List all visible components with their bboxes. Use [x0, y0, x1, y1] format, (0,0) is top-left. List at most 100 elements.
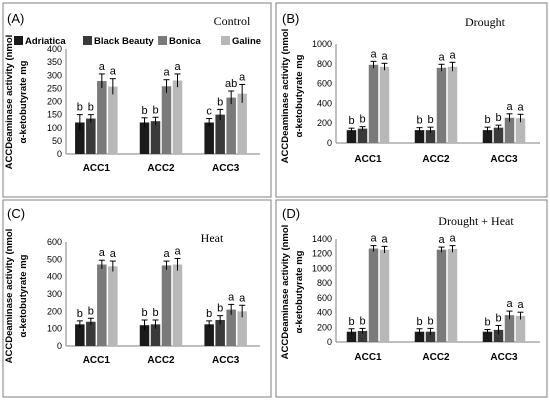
significance-letter: a [370, 233, 377, 245]
significance-letter: b [495, 312, 501, 324]
significance-letter: a [99, 247, 106, 259]
significance-letter: ab [225, 78, 237, 90]
significance-letter: b [495, 112, 501, 124]
x-category-label: ACC1 [354, 352, 382, 363]
bar-black-beauty-acc3 [493, 127, 504, 143]
bar-bonica-acc3 [504, 315, 515, 342]
x-category-label: ACC1 [83, 355, 111, 366]
bar-black-beauty-acc1 [357, 330, 368, 342]
bar-galine-acc3 [237, 93, 247, 154]
panel-title: Heat [201, 231, 224, 245]
bar-bonica-acc1 [97, 81, 107, 154]
y-axis-label-line2: α-ketobutyrate mg [294, 54, 305, 137]
y-tick-label: 100 [47, 324, 62, 334]
bar-adriatica-acc1 [346, 331, 357, 342]
bar-galine-acc3 [515, 118, 526, 143]
y-tick-label: 0 [57, 341, 62, 351]
bar-adriatica-acc3 [482, 331, 493, 342]
panel-title: Drought [465, 15, 506, 29]
significance-letter: c [206, 106, 212, 118]
y-axis-label-line1: ACCDeaminase activity (nmol [280, 29, 291, 164]
legend-entry: Black Beauty [94, 36, 154, 47]
x-category-label: ACC2 [422, 352, 450, 363]
legend-swatch [158, 36, 167, 45]
y-tick-label: 300 [47, 70, 62, 80]
y-axis-label-line1: ACCDeaminase activity (nmol [280, 225, 291, 360]
bar-adriatica-acc1 [75, 324, 85, 346]
panel-frame [2, 199, 272, 398]
bar-black-beauty-acc3 [215, 320, 225, 346]
significance-letter: b [141, 307, 147, 319]
significance-letter: b [206, 308, 212, 320]
significance-letter: a [438, 234, 445, 246]
significance-letter: a [449, 49, 456, 61]
x-category-label: ACC2 [422, 154, 450, 165]
y-tick-label: 400 [47, 272, 62, 282]
significance-letter: a [110, 248, 117, 260]
significance-letter: b [88, 102, 94, 114]
panel-label: (C) [7, 206, 25, 221]
y-tick-label: 100 [47, 123, 62, 133]
panel-frame [275, 199, 548, 398]
panel-label: (D) [282, 206, 300, 221]
significance-letter: b [77, 308, 83, 320]
x-category-label: ACC2 [147, 163, 175, 174]
legend-swatch [83, 36, 92, 45]
significance-letter: a [381, 233, 388, 245]
x-category-label: ACC2 [147, 355, 175, 366]
bar-black-beauty-acc2 [425, 130, 436, 143]
y-tick-label: 200 [317, 118, 332, 128]
significance-letter: a [163, 248, 170, 260]
bar-adriatica-acc2 [139, 325, 150, 346]
significance-letter: a [438, 51, 445, 63]
y-tick-label: 350 [47, 57, 62, 67]
bar-black-beauty-acc3 [493, 329, 504, 342]
bar-bonica-acc2 [436, 67, 447, 143]
panel-label: (B) [282, 11, 299, 26]
y-tick-label: 600 [317, 293, 332, 303]
y-tick-label: 600 [317, 79, 332, 89]
bar-black-beauty-acc1 [86, 118, 96, 154]
significance-letter: b [484, 114, 490, 126]
y-tick-label: 1000 [312, 263, 332, 273]
bar-adriatica-acc3 [204, 324, 214, 346]
significance-letter: b [152, 104, 158, 116]
panel-frame [2, 2, 272, 198]
bar-galine-acc1 [108, 266, 118, 346]
y-tick-label: 600 [47, 237, 62, 247]
bar-bonica-acc3 [226, 309, 236, 346]
panel-frame [275, 2, 548, 198]
bar-black-beauty-acc1 [357, 128, 368, 143]
legend-swatch [221, 36, 230, 45]
y-tick-label: 300 [47, 289, 62, 299]
y-tick-label: 400 [317, 308, 332, 318]
y-tick-label: 400 [47, 44, 62, 54]
bar-black-beauty-acc2 [150, 324, 161, 346]
bar-galine-acc2 [172, 264, 183, 346]
y-tick-label: 200 [47, 97, 62, 107]
significance-letter: a [381, 50, 388, 62]
significance-letter: b [359, 114, 365, 126]
bar-galine-acc2 [447, 66, 458, 143]
bar-galine-acc2 [172, 80, 183, 154]
x-category-label: ACC1 [354, 154, 382, 165]
bar-adriatica-acc1 [75, 122, 85, 154]
y-axis-label-line2: α-ketobutyrate mg [18, 254, 29, 337]
y-tick-label: 1200 [312, 249, 332, 259]
significance-letter: a [228, 291, 235, 303]
significance-letter: a [174, 245, 181, 257]
y-tick-label: 500 [47, 254, 62, 264]
significance-letter: a [449, 233, 456, 245]
significance-letter: a [517, 101, 524, 113]
bar-bonica-acc2 [161, 86, 172, 154]
bar-galine-acc2 [447, 248, 458, 342]
significance-letter: a [174, 61, 181, 73]
y-axis-label-line2: α-ketobutyrate mg [294, 250, 305, 333]
x-category-label: ACC3 [490, 154, 518, 165]
bar-bonica-acc3 [504, 117, 515, 143]
bar-bonica-acc1 [368, 64, 379, 143]
significance-letter: b [348, 316, 354, 328]
significance-letter: a [506, 101, 513, 113]
significance-letter: a [99, 61, 106, 73]
significance-letter: a [517, 299, 524, 311]
